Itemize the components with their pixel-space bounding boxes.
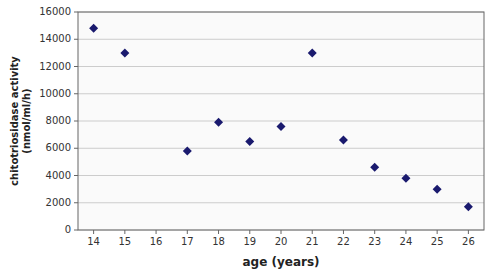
tick-mark [343, 230, 344, 234]
tick-label: 17 [181, 236, 194, 247]
grid-line [78, 175, 484, 176]
grid-line [78, 93, 484, 94]
tick-label: 25 [431, 236, 444, 247]
point [339, 136, 348, 145]
tick-mark [74, 148, 78, 149]
y-axis: 0 2000 4000 6000 8000 10000 12000 14000 16000 [39, 6, 484, 235]
x-axis: 14 15 16 17 18 19 20 21 22 23 24 25 26 [87, 230, 475, 247]
point [89, 24, 98, 33]
tick-label: 0 [65, 224, 71, 235]
grid-line [78, 39, 484, 40]
tick-mark [281, 230, 282, 234]
chart: 0200040006000800010000120001400016000141… [0, 0, 500, 274]
tick-label: 24 [400, 236, 413, 247]
tick-label: 10000 [39, 88, 71, 99]
tick-mark [74, 93, 78, 94]
tick-mark [156, 230, 157, 234]
tick-mark [74, 230, 78, 231]
tick-mark [187, 230, 188, 234]
tick-mark [93, 230, 94, 234]
tick-label: 2000 [46, 197, 71, 208]
tick-mark [405, 230, 406, 234]
point [401, 174, 410, 183]
point [433, 185, 442, 194]
point [120, 48, 129, 57]
plot-frame [78, 12, 484, 230]
point [183, 146, 192, 155]
tick-label: 16 [150, 236, 163, 247]
tick-label: 19 [243, 236, 256, 247]
tick-label: 14 [87, 236, 100, 247]
tick-mark [249, 230, 250, 234]
tick-mark [74, 66, 78, 67]
tick-label: 15 [118, 236, 131, 247]
point [464, 202, 473, 211]
tick-label: 26 [462, 236, 475, 247]
x-axis-label: age (years) [242, 255, 319, 269]
grid-line [78, 121, 484, 122]
tick-label: 22 [337, 236, 350, 247]
tick-mark [124, 230, 125, 234]
point [308, 48, 317, 57]
tick-label: 8000 [46, 115, 71, 126]
tick-mark [74, 12, 78, 13]
grid-line [78, 202, 484, 203]
tick-label: 16000 [39, 6, 71, 17]
tick-label: 14000 [39, 33, 71, 44]
grid-line [78, 148, 484, 149]
tick-mark [312, 230, 313, 234]
y-axis-label: chitotriosidase activity(nmol/ml/h) [9, 56, 32, 186]
point [370, 163, 379, 172]
plot-area [78, 12, 484, 230]
grid-line [78, 66, 484, 67]
tick-mark [74, 202, 78, 203]
point [245, 137, 254, 146]
tick-label: 20 [275, 236, 288, 247]
points [89, 24, 473, 211]
tick-mark [437, 230, 438, 234]
point [214, 118, 223, 127]
tick-mark [218, 230, 219, 234]
tick-mark [468, 230, 469, 234]
tick-label: 18 [212, 236, 225, 247]
tick-label: 12000 [39, 61, 71, 72]
tick-label: 21 [306, 236, 319, 247]
tick-mark [74, 175, 78, 176]
tick-label: 23 [368, 236, 381, 247]
tick-label: 4000 [46, 170, 71, 181]
tick-label: 6000 [46, 142, 71, 153]
tick-mark [374, 230, 375, 234]
point [277, 122, 286, 131]
tick-mark [74, 39, 78, 40]
tick-mark [74, 121, 78, 122]
